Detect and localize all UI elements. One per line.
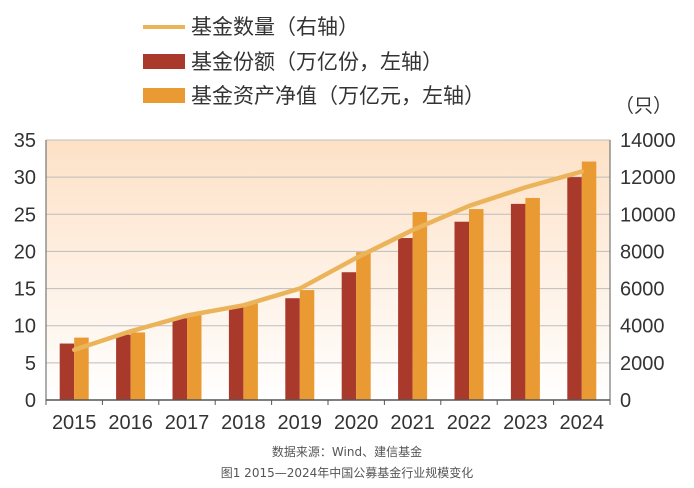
bar-fund-nav: [187, 313, 202, 400]
bar-series: [59, 161, 597, 400]
bar-fund-share: [285, 298, 300, 400]
left-tick-label: 20: [14, 241, 36, 263]
right-tick-label: 2000: [620, 353, 665, 375]
right-tick-label: 4000: [620, 316, 665, 338]
bar-fund-share: [567, 177, 582, 400]
bar-fund-nav: [74, 337, 89, 400]
bar-fund-nav: [525, 197, 540, 400]
legend-bar-swatch-nav: [143, 88, 185, 103]
left-tick-label: 35: [14, 130, 36, 152]
x-axis-ticks: 2015 2016 2017 2018 2019 2020 2021 2022 2023 2024: [45, 400, 611, 434]
line-series: [71, 169, 585, 353]
right-tick-label: 0: [620, 390, 631, 412]
bar-fund-share: [510, 203, 526, 400]
x-tick-label: 2018: [221, 412, 266, 434]
source-note: 数据来源：Wind、建信基金: [272, 444, 422, 459]
bar-fund-nav: [412, 212, 428, 400]
bar-fund-share: [454, 221, 469, 400]
bar-fund-share: [398, 238, 413, 400]
bar-fund-nav: [130, 332, 146, 400]
legend: 基金数量（右轴） 基金份额（万亿份，左轴） 基金资产净值（万亿元，左轴）: [143, 15, 485, 108]
left-axis-ticks: 0 5 10 15 20 25 30 35: [14, 130, 36, 412]
right-tick-label: 8000: [620, 241, 665, 263]
legend-label-nav: 基金资产净值（万亿元，左轴）: [191, 84, 485, 108]
right-axis-unit: （只）: [615, 95, 672, 117]
bar-fund-share: [59, 343, 75, 400]
right-tick-label: 6000: [620, 279, 665, 301]
bar-fund-nav: [581, 161, 597, 400]
right-tick-label: 14000: [620, 130, 676, 152]
x-tick-label: 2016: [108, 412, 153, 434]
figure-caption: 图1 2015—2024年中国公募基金行业规模变化: [221, 465, 474, 480]
right-tick-label: 10000: [620, 204, 676, 226]
legend-label-share: 基金份额（万亿份，左轴）: [191, 50, 443, 74]
bar-fund-nav: [356, 252, 371, 400]
x-tick-label: 2015: [52, 412, 97, 434]
legend-label-count: 基金数量（右轴）: [191, 15, 359, 39]
bar-fund-nav: [243, 303, 258, 400]
line-fund-count: [71, 169, 585, 353]
bar-fund-share: [172, 318, 187, 400]
right-tick-label: 12000: [620, 167, 676, 189]
bar-fund-share: [341, 272, 357, 400]
left-tick-label: 5: [25, 353, 36, 375]
bar-fund-nav: [299, 290, 315, 400]
left-tick-label: 15: [14, 279, 36, 301]
left-tick-label: 25: [14, 204, 36, 226]
x-tick-label: 2019: [278, 412, 323, 434]
x-tick-label: 2023: [503, 412, 548, 434]
x-tick-label: 2021: [390, 412, 435, 434]
left-tick-label: 0: [25, 390, 36, 412]
x-tick-label: 2020: [334, 412, 379, 434]
left-tick-label: 30: [14, 167, 36, 189]
left-tick-label: 10: [14, 316, 36, 338]
bar-fund-share: [116, 334, 131, 400]
legend-bar-swatch-share: [143, 54, 185, 69]
x-tick-label: 2022: [447, 412, 492, 434]
bar-fund-nav: [469, 209, 484, 400]
x-tick-label: 2017: [165, 412, 210, 434]
bar-fund-share: [228, 307, 244, 400]
x-tick-label: 2024: [560, 412, 605, 434]
right-axis-ticks: 0 2000 4000 6000 8000 10000 12000 14000: [620, 130, 676, 412]
